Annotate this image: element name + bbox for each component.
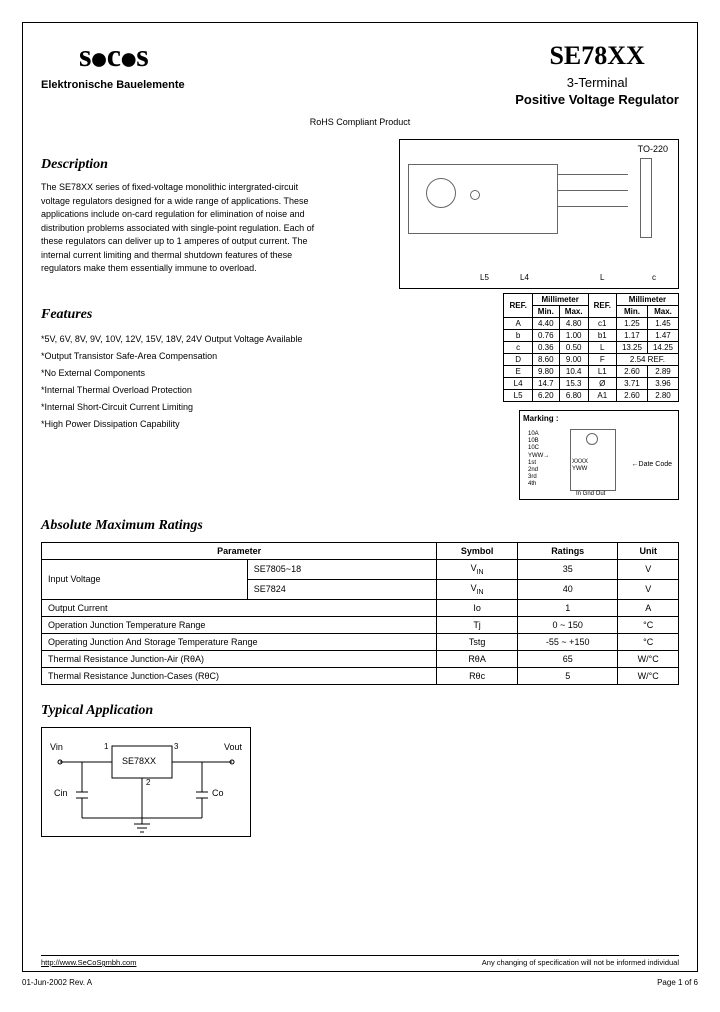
co-label: Co — [212, 788, 224, 798]
feature-list: *5V, 6V, 8V, 9V, 10V, 12V, 15V, 18V, 24V… — [41, 331, 483, 434]
pin2: 2 — [146, 778, 150, 787]
features-block: Features *5V, 6V, 8V, 9V, 10V, 12V, 15V,… — [41, 289, 483, 434]
company-tagline: Elektronische Bauelemente — [41, 79, 185, 91]
title-block: SE78XX 3-Terminal Positive Voltage Regul… — [515, 41, 679, 107]
ratings-row: Thermal Resistance Junction-Air (RθA)RθA… — [42, 650, 679, 667]
vin-label: Vin — [50, 742, 63, 752]
feature-item: *Output Transistor Safe-Area Compensatio… — [41, 348, 483, 365]
footer-disclaimer: Any changing of specification will not b… — [482, 958, 679, 967]
package-label: TO-220 — [638, 144, 668, 154]
features-heading: Features — [41, 307, 483, 323]
ratings-row: Operation Junction Temperature RangeTj0 … — [42, 616, 679, 633]
ratings-th: Parameter — [42, 543, 437, 560]
dim-row: L56.206.80A12.602.80 — [504, 390, 679, 402]
dim-th: REF. — [504, 294, 532, 318]
application-diagram: Vin Vout Cin Co SE78XX 1 2 3 — [41, 727, 251, 837]
dim-th: Min. — [616, 306, 647, 318]
ratings-th: Unit — [618, 543, 679, 560]
ratings-heading: Absolute Maximum Ratings — [41, 518, 679, 534]
feature-item: *Internal Thermal Overload Protection — [41, 382, 483, 399]
description-block: Description The SE78XX series of fixed-v… — [41, 139, 379, 289]
dim-th: Millimeter — [532, 294, 588, 306]
vout-label: Vout — [224, 742, 242, 752]
application-heading: Typical Application — [41, 703, 679, 719]
pin3: 3 — [174, 742, 178, 751]
dim-th: Min. — [532, 306, 559, 318]
marking-datecode: ←Date Code — [632, 461, 672, 468]
company-logo: s●c●s — [79, 37, 147, 77]
dim-th: REF. — [588, 294, 616, 318]
ratings-row: Operating Junction And Storage Temperatu… — [42, 633, 679, 650]
package-diagram: TO-220 L5 L4 L c — [399, 139, 679, 289]
ratings-row: Thermal Resistance Junction-Cases (RθC)R… — [42, 667, 679, 684]
feature-item: *5V, 6V, 8V, 9V, 10V, 12V, 15V, 18V, 24V… — [41, 331, 483, 348]
footer-url: http://www.SeCoSgmbh.com — [41, 958, 136, 967]
cin-label: Cin — [54, 788, 68, 798]
pin1: 1 — [104, 742, 108, 751]
footer-page: Page 1 of 6 — [657, 978, 698, 987]
dim-row: b0.761.00b11.171.47 — [504, 330, 679, 342]
desc-row: Description The SE78XX series of fixed-v… — [41, 139, 679, 289]
subtitle-regulator: Positive Voltage Regulator — [515, 92, 679, 107]
page-footer: 01-Jun-2002 Rev. A Page 1 of 6 — [22, 978, 698, 987]
chip-label: SE78XX — [122, 756, 156, 766]
dim-row: L414.715.3Ø3.713.96 — [504, 378, 679, 390]
rohs-note: RoHS Compliant Product — [41, 117, 679, 127]
ratings-th: Symbol — [437, 543, 518, 560]
features-row: Features *5V, 6V, 8V, 9V, 10V, 12V, 15V,… — [41, 289, 679, 500]
feature-item: *Internal Short-Circuit Current Limiting — [41, 399, 483, 416]
dimension-table: REF. Millimeter REF. Millimeter Min. Max… — [503, 293, 679, 402]
feature-item: *High Power Dissipation Capability — [41, 416, 483, 433]
dim-row: E9.8010.4L12.602.89 — [504, 366, 679, 378]
logo-block: s●c●s Elektronische Bauelemente — [41, 37, 185, 91]
ratings-th: Ratings — [517, 543, 617, 560]
ratings-row: Input VoltageSE7805~18VIN35V — [42, 560, 679, 580]
dim-th: Millimeter — [616, 294, 678, 306]
description-heading: Description — [41, 157, 379, 173]
dim-th: Max. — [559, 306, 588, 318]
dim-th: Max. — [647, 306, 678, 318]
dim-row: D8.609.00F2.54 REF. — [504, 354, 679, 366]
page-frame: s●c●s Elektronische Bauelemente SE78XX 3… — [22, 22, 698, 972]
ratings-row: Output CurrentIo1A — [42, 599, 679, 616]
inner-footer: http://www.SeCoSgmbh.com Any changing of… — [41, 955, 679, 967]
header: s●c●s Elektronische Bauelemente SE78XX 3… — [41, 37, 679, 107]
footer-date: 01-Jun-2002 Rev. A — [22, 978, 92, 987]
ratings-table: Parameter Symbol Ratings Unit Input Volt… — [41, 542, 679, 685]
marking-diagram: Marking : 10A10B10CYWW→1st2nd3rd4th XXXX… — [519, 410, 679, 500]
subtitle-terminal: 3-Terminal — [515, 75, 679, 90]
marking-label: Marking : — [523, 414, 675, 423]
part-number: SE78XX — [515, 41, 679, 71]
dim-row: A4.404.80c11.251.45 — [504, 318, 679, 330]
dim-row: c0.360.50L13.2514.25 — [504, 342, 679, 354]
dim-and-marking: REF. Millimeter REF. Millimeter Min. Max… — [503, 289, 679, 500]
description-text: The SE78XX series of fixed-voltage monol… — [41, 181, 321, 276]
feature-item: *No External Components — [41, 365, 483, 382]
